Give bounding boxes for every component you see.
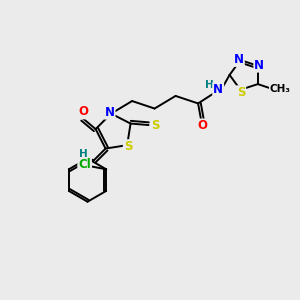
Text: S: S — [124, 140, 132, 153]
Text: N: N — [254, 59, 264, 72]
Text: H: H — [205, 80, 214, 90]
Text: O: O — [78, 105, 88, 119]
Text: Cl: Cl — [78, 158, 91, 171]
Text: N: N — [213, 83, 223, 96]
Text: N: N — [105, 106, 115, 118]
Text: S: S — [151, 118, 159, 132]
Text: N: N — [234, 53, 244, 66]
Text: O: O — [198, 119, 208, 132]
Text: H: H — [79, 149, 88, 159]
Text: CH₃: CH₃ — [270, 84, 291, 94]
Text: S: S — [237, 86, 245, 99]
